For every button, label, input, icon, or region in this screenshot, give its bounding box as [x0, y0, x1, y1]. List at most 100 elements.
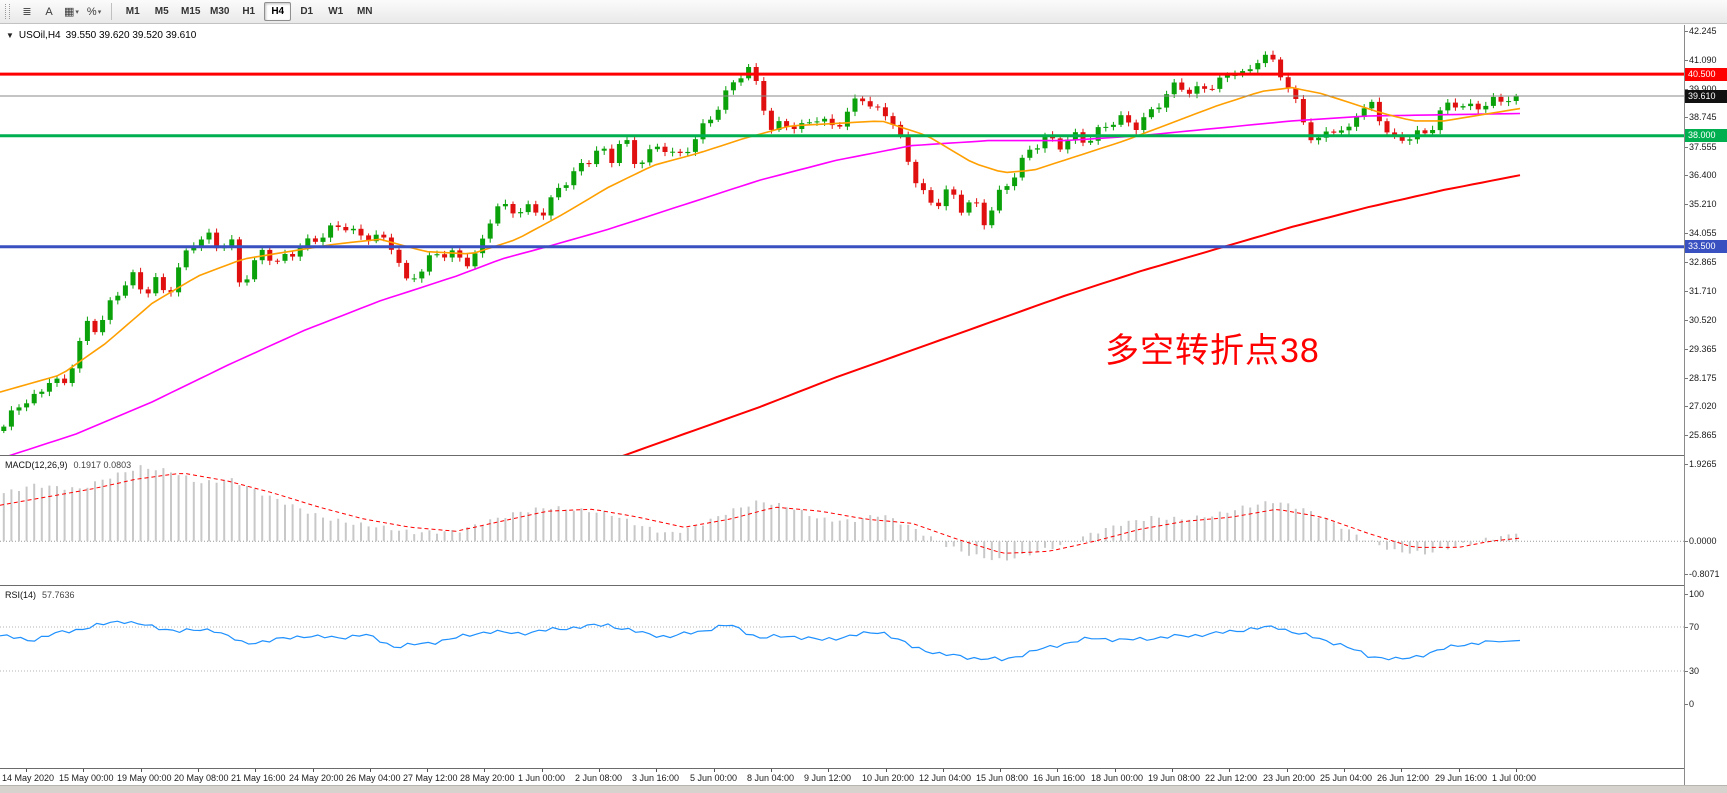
toolbar-grip[interactable] — [5, 4, 10, 19]
scale-tick — [1685, 31, 1688, 32]
zoom-percent-icon[interactable]: % ▾ — [86, 5, 102, 18]
price-scale[interactable]: 42.245 41.090 39.900 38.745 37.555 36.400 35.2… — [1684, 25, 1727, 785]
time-axis-label: 20 May 08:00 — [174, 773, 229, 783]
price-scale-label: 37.555 — [1689, 142, 1717, 152]
chart-text-annotation[interactable]: 多空转折点38 — [1105, 332, 1320, 370]
time-axis-label: 8 Jun 04:00 — [747, 773, 795, 783]
candlestick-canvas[interactable] — [0, 25, 1684, 455]
macd-values: 0.1917 0.0803 — [73, 460, 132, 470]
rsi-value: 57.7636 — [42, 590, 75, 600]
time-axis-label: 29 Jun 16:00 — [1435, 773, 1488, 783]
timeframe-m5-button[interactable]: M5 — [154, 6, 169, 17]
scale-tick — [1685, 117, 1688, 118]
time-tick — [427, 769, 428, 772]
timeframe-m15-button[interactable]: M15 — [180, 6, 201, 17]
time-axis-border — [0, 768, 1727, 769]
timeframe-h1-button[interactable]: H1 — [242, 6, 256, 17]
panel-divider-rsi[interactable] — [0, 585, 1727, 586]
time-tick — [1115, 769, 1116, 772]
hline-price-tag: 40.500 — [1685, 67, 1727, 81]
hline-price-tag: 33.500 — [1685, 240, 1727, 254]
ohlc-values: 39.550 39.620 39.520 39.610 — [65, 30, 197, 41]
chart-title: ▼ USOil,H4 39.550 39.620 39.520 39.610 — [6, 30, 196, 41]
time-tick — [1287, 769, 1288, 772]
time-tick — [26, 769, 27, 772]
time-tick — [714, 769, 715, 772]
scale-tick — [1685, 704, 1688, 705]
time-tick — [370, 769, 371, 772]
chart-dropdown-icon[interactable]: ▼ — [6, 31, 14, 40]
price-scale-label: 35.210 — [1689, 199, 1717, 209]
text-annotation-icon[interactable]: A — [45, 5, 53, 18]
time-axis-label: 12 Jun 04:00 — [919, 773, 972, 783]
time-axis-label: 25 Jun 04:00 — [1320, 773, 1373, 783]
timeframe-h4-button[interactable]: H4 — [264, 2, 292, 21]
time-axis-label: 18 Jun 00:00 — [1091, 773, 1144, 783]
scale-tick — [1685, 147, 1688, 148]
hline-price-tag: 38.000 — [1685, 129, 1727, 143]
time-axis-label: 16 Jun 16:00 — [1033, 773, 1086, 783]
time-axis-label: 15 May 00:00 — [59, 773, 114, 783]
time-tick — [198, 769, 199, 772]
time-axis-label: 27 May 12:00 — [403, 773, 458, 783]
toolbar: ≣ A ▦ ▾ % ▾ M1 M5 M15 M30 H1 H4 D1 W1 MN — [0, 0, 1727, 24]
timeframe-m1-button[interactable]: M1 — [125, 6, 140, 17]
toolbar-separator — [111, 3, 113, 20]
rsi-scale-label: 30 — [1689, 666, 1700, 676]
time-tick — [943, 769, 944, 772]
time-axis-label: 19 Jun 08:00 — [1148, 773, 1201, 783]
timeframe-button-group: M1 M5 M15 M30 H1 H4 D1 W1 MN — [118, 2, 379, 21]
tile-windows-icon[interactable]: ≣ — [22, 6, 32, 18]
time-tick — [1229, 769, 1230, 772]
scale-tick — [1685, 233, 1688, 234]
time-tick — [886, 769, 887, 772]
timeframe-w1-button[interactable]: W1 — [328, 6, 344, 17]
time-tick — [484, 769, 485, 772]
scale-tick — [1685, 671, 1688, 672]
macd-label: MACD(12,26,9) 0.1917 0.0803 — [5, 460, 132, 470]
time-axis-label: 22 Jun 12:00 — [1205, 773, 1258, 783]
price-scale-label: 27.020 — [1689, 401, 1717, 411]
price-chart-panel[interactable]: ▼ USOil,H4 39.550 39.620 39.520 39.610 多… — [0, 25, 1684, 455]
rsi-indicator-panel[interactable]: RSI(14) 57.7636 — [0, 586, 1684, 768]
time-axis-label: 26 Jun 12:00 — [1377, 773, 1430, 783]
scale-tick — [1685, 60, 1688, 61]
panel-divider-macd[interactable] — [0, 455, 1727, 456]
macd-scale-label: 1.9265 — [1689, 459, 1717, 469]
rsi-canvas[interactable] — [0, 586, 1684, 768]
price-scale-label: 32.865 — [1689, 257, 1717, 267]
time-axis-label: 10 Jun 20:00 — [862, 773, 915, 783]
price-scale-label: 41.090 — [1689, 55, 1717, 65]
time-axis-label: 3 Jun 16:00 — [632, 773, 680, 783]
time-tick — [599, 769, 600, 772]
time-axis[interactable]: 14 May 2020 15 May 00:00 19 May 00:00 20 Ma… — [0, 769, 1684, 785]
time-axis-label: 14 May 2020 — [2, 773, 55, 783]
time-axis-label: 19 May 00:00 — [117, 773, 172, 783]
macd-canvas[interactable] — [0, 456, 1684, 585]
macd-indicator-panel[interactable]: MACD(12,26,9) 0.1917 0.0803 — [0, 456, 1684, 585]
time-axis-label: 5 Jun 00:00 — [690, 773, 738, 783]
price-scale-label: 36.400 — [1689, 170, 1717, 180]
scale-tick — [1685, 435, 1688, 436]
price-scale-label: 25.865 — [1689, 430, 1717, 440]
time-axis-label: 23 Jun 20:00 — [1263, 773, 1316, 783]
timeframe-m30-button[interactable]: M30 — [209, 6, 230, 17]
time-tick — [1459, 769, 1460, 772]
time-axis-label: 26 May 04:00 — [346, 773, 401, 783]
scale-tick — [1685, 204, 1688, 205]
template-icon[interactable]: ▦ ▾ — [64, 6, 79, 18]
price-scale-label: 28.175 — [1689, 373, 1717, 383]
time-axis-label: 1 Jul 00:00 — [1492, 773, 1537, 783]
time-tick — [1401, 769, 1402, 772]
time-tick — [542, 769, 543, 772]
scale-tick — [1685, 262, 1688, 263]
rsi-label: RSI(14) 57.7636 — [5, 590, 75, 600]
scale-tick — [1685, 406, 1688, 407]
price-scale-label: 31.710 — [1689, 286, 1717, 296]
time-tick — [656, 769, 657, 772]
rsi-scale-label: 0 — [1689, 699, 1695, 709]
timeframe-mn-button[interactable]: MN — [356, 6, 373, 17]
time-axis-label: 9 Jun 12:00 — [804, 773, 852, 783]
timeframe-d1-button[interactable]: D1 — [300, 6, 314, 17]
